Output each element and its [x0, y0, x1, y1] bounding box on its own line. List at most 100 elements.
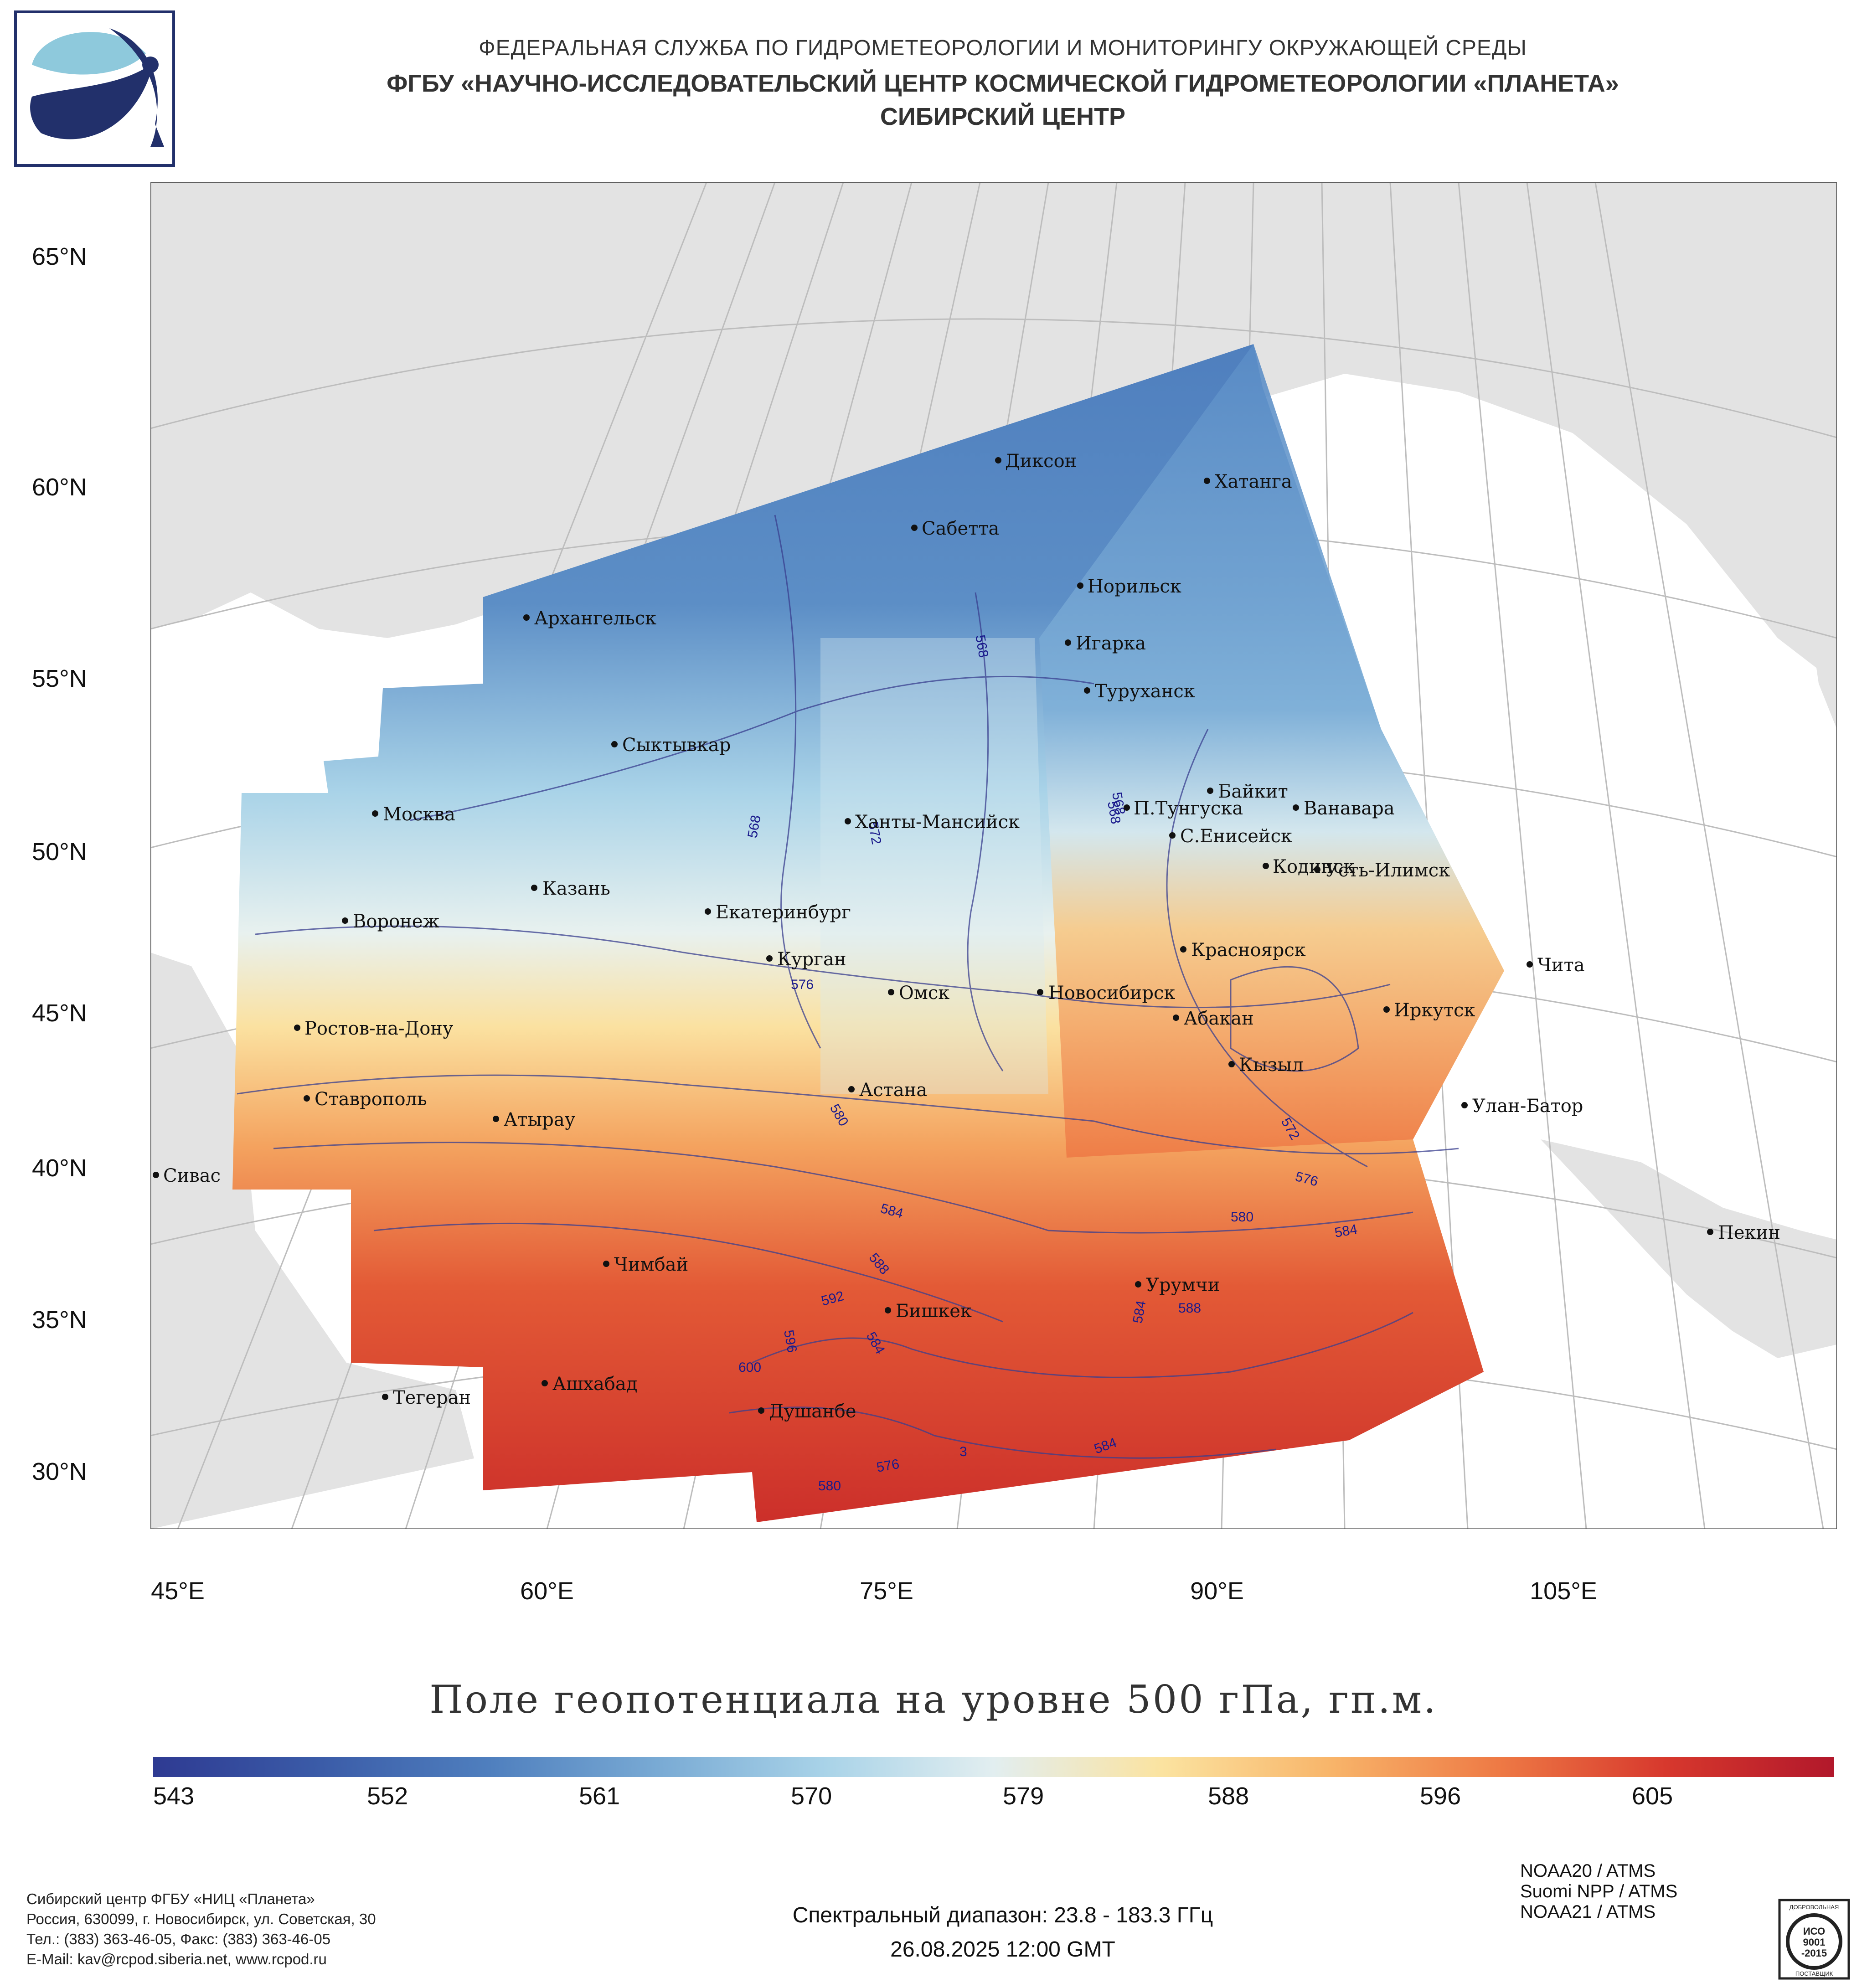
svg-text:Ашхабад: Ашхабад [552, 1374, 637, 1395]
colorbar-tick: 596 [1420, 1782, 1461, 1810]
contour-label: 580 [1231, 1210, 1253, 1225]
svg-text:Тегеран: Тегеран [393, 1387, 471, 1408]
svg-text:Курган: Курган [777, 949, 846, 970]
svg-text:ДОБРОВОЛЬНАЯ: ДОБРОВОЛЬНАЯ [1790, 1904, 1839, 1911]
city-markers: Диксон Хатанга Сабетта Норильск Архангел… [153, 451, 1780, 1422]
lat-label: 60°N [32, 474, 87, 501]
city-marker: Абакан [1173, 1008, 1254, 1029]
city-marker: Ханты-Мансийск [845, 812, 1020, 833]
city-marker: Красноярск [1180, 940, 1306, 961]
city-marker: Архангельск [523, 608, 656, 629]
map-title: Поле геопотенциала на уровне 500 гПа, гп… [429, 1677, 1438, 1722]
lon-label: 45°E [151, 1577, 205, 1605]
footer-address: Россия, 630099, г. Новосибирск, ул. Сове… [26, 1911, 376, 1927]
lat-label: 55°N [32, 665, 87, 692]
city-marker: Чита [1527, 955, 1585, 976]
svg-text:ПОСТАВЩИК: ПОСТАВЩИК [1795, 1970, 1833, 1977]
svg-text:9001: 9001 [1803, 1936, 1826, 1948]
city-marker: Кодинск [1263, 856, 1355, 877]
svg-text:Туруханск: Туруханск [1095, 681, 1195, 702]
city-marker: Чимбай [603, 1254, 688, 1275]
lat-label: 30°N [32, 1458, 87, 1485]
header-agency: ФЕДЕРАЛЬНАЯ СЛУЖБА ПО ГИДРОМЕТЕОРОЛОГИИ … [479, 36, 1527, 60]
svg-text:Архангельск: Архангельск [534, 608, 656, 629]
city-marker: Байкит [1207, 781, 1288, 802]
lat-label: 45°N [32, 999, 87, 1027]
city-marker: Казань [531, 878, 610, 899]
svg-text:Бишкек: Бишкек [896, 1301, 972, 1322]
city-marker: Усть-Илимск [1314, 860, 1450, 881]
svg-text:Душанбе: Душанбе [769, 1401, 856, 1422]
geopotential-map: 568 572 568 568 576 580 572 576 584 580 … [150, 182, 1837, 1529]
instrument: NOAA20 / ATMS [1520, 1861, 1656, 1881]
city-marker: Иркутск [1383, 1000, 1475, 1021]
colorbar-tick: 552 [367, 1782, 408, 1810]
iso-certification-seal: ДОБРОВОЛЬНАЯ ИСО 9001 -2015 ПОСТАВЩИК [1778, 1899, 1850, 1980]
svg-text:Усть-Илимск: Усть-Илимск [1325, 860, 1450, 881]
city-marker: Тегеран [382, 1387, 471, 1408]
city-marker: Хатанга [1204, 471, 1292, 492]
city-marker: Душанбе [758, 1401, 856, 1422]
spectral-range: Спектральный диапазон: 23.8 - 183.3 ГГц [792, 1903, 1213, 1927]
svg-text:Красноярск: Красноярск [1191, 940, 1306, 961]
svg-text:Новосибирск: Новосибирск [1048, 983, 1175, 1004]
instrument: NOAA21 / ATMS [1520, 1902, 1656, 1922]
planeta-logo [14, 10, 175, 167]
observation-datetime: 26.08.2025 12:00 GMT [890, 1937, 1115, 1962]
svg-text:Кодинск: Кодинск [1273, 856, 1355, 877]
svg-text:Казань: Казань [542, 878, 610, 899]
svg-text:Хатанга: Хатанга [1215, 471, 1292, 492]
city-marker: Ставрополь [304, 1089, 427, 1110]
city-marker: Москва [372, 804, 455, 825]
contour-label: 580 [818, 1478, 841, 1494]
svg-text:Омск: Омск [899, 983, 949, 1004]
lat-label: 35°N [32, 1306, 87, 1334]
city-marker: Игарка [1065, 633, 1146, 654]
svg-text:Воронеж: Воронеж [353, 911, 439, 932]
city-marker: Воронеж [342, 911, 439, 932]
lat-label: 50°N [32, 838, 87, 865]
contour-label: 588 [1178, 1301, 1201, 1316]
svg-text:П.Тунгуска: П.Тунгуска [1134, 798, 1243, 819]
city-marker: Ванавара [1293, 798, 1395, 819]
city-marker: Урумчи [1135, 1275, 1220, 1296]
city-marker: Екатеринбург [705, 902, 851, 923]
svg-text:Ханты-Мансийск: Ханты-Мансийск [855, 812, 1020, 833]
colorbar-tick: 588 [1208, 1782, 1249, 1810]
contour-label: 576 [791, 977, 814, 992]
svg-text:Игарка: Игарка [1076, 633, 1146, 654]
city-marker: Ашхабад [542, 1374, 637, 1395]
svg-text:Ставрополь: Ставрополь [315, 1089, 427, 1110]
svg-text:ИСО: ИСО [1803, 1926, 1825, 1937]
city-marker: Диксон [995, 451, 1077, 472]
city-marker: Ростов-на-Дону [294, 1018, 454, 1039]
footer-org-name: Сибирский центр ФГБУ «НИЦ «Планета» [26, 1890, 315, 1907]
svg-text:Екатеринбург: Екатеринбург [716, 902, 851, 923]
colorbar-tick: 605 [1632, 1782, 1673, 1810]
svg-text:Сабетта: Сабетта [922, 518, 999, 539]
svg-text:Чимбай: Чимбай [614, 1254, 688, 1275]
colorbar [153, 1757, 1834, 1777]
city-marker: С.Енисейск [1169, 826, 1292, 847]
svg-text:-2015: -2015 [1801, 1947, 1827, 1959]
svg-text:Сыктывкар: Сыктывкар [622, 735, 731, 756]
lon-label: 60°E [520, 1577, 574, 1605]
city-marker: Туруханск [1084, 681, 1195, 702]
city-marker: Омск [888, 983, 949, 1004]
header-center: СИБИРСКИЙ ЦЕНТР [880, 103, 1126, 130]
city-marker: Сивас [153, 1165, 221, 1186]
svg-text:Москва: Москва [383, 804, 455, 825]
svg-text:Диксон: Диксон [1005, 451, 1077, 472]
footer-phone: Тел.: (383) 363-46-05, Факс: (383) 363-4… [26, 1931, 331, 1947]
svg-text:С.Енисейск: С.Енисейск [1180, 826, 1292, 847]
svg-text:Иркутск: Иркутск [1394, 1000, 1475, 1021]
svg-text:Абакан: Абакан [1184, 1008, 1254, 1029]
city-marker: Кызыл [1228, 1055, 1304, 1076]
city-marker: Астана [848, 1080, 927, 1101]
lon-label: 90°E [1190, 1577, 1244, 1605]
svg-text:Атырау: Атырау [504, 1109, 576, 1130]
city-marker: Сабетта [911, 518, 999, 539]
lon-label: 105°E [1530, 1577, 1597, 1605]
svg-text:Норильск: Норильск [1088, 576, 1181, 597]
svg-text:Улан-Батор: Улан-Батор [1472, 1096, 1583, 1117]
